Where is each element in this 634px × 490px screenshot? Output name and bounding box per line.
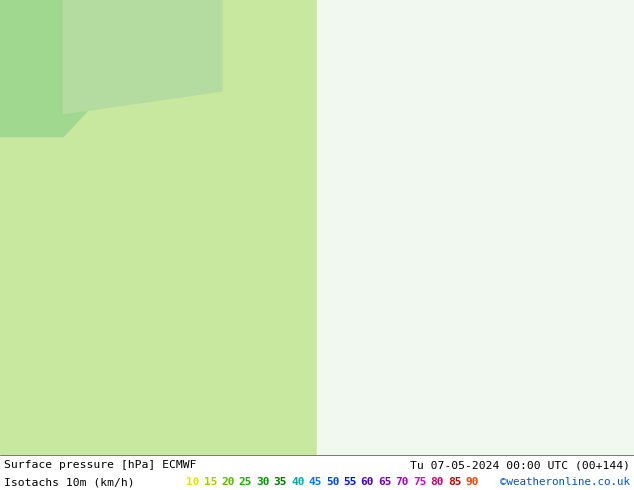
Text: 60: 60 [361, 477, 374, 487]
Text: 85: 85 [448, 477, 462, 487]
Text: 55: 55 [344, 477, 357, 487]
Text: 15: 15 [204, 477, 217, 487]
Polygon shape [0, 0, 127, 137]
Text: 45: 45 [308, 477, 322, 487]
Text: 30: 30 [256, 477, 269, 487]
Text: 65: 65 [378, 477, 392, 487]
Text: Tu 07-05-2024 00:00 UTC (00+144): Tu 07-05-2024 00:00 UTC (00+144) [410, 460, 630, 470]
Bar [317, 0, 634, 455]
Text: ©weatheronline.co.uk: ©weatheronline.co.uk [500, 477, 630, 487]
Text: 70: 70 [396, 477, 409, 487]
Text: 10: 10 [186, 477, 200, 487]
Text: 90: 90 [465, 477, 479, 487]
Polygon shape [63, 0, 222, 114]
Bar [0, 0, 317, 455]
Text: 80: 80 [430, 477, 444, 487]
Text: 35: 35 [273, 477, 287, 487]
Text: 40: 40 [291, 477, 304, 487]
Text: 25: 25 [238, 477, 252, 487]
Text: Surface pressure [hPa] ECMWF: Surface pressure [hPa] ECMWF [4, 460, 197, 470]
Text: 75: 75 [413, 477, 427, 487]
Text: 50: 50 [326, 477, 339, 487]
Text: 20: 20 [221, 477, 235, 487]
Text: Isotachs 10m (km/h): Isotachs 10m (km/h) [4, 477, 135, 487]
